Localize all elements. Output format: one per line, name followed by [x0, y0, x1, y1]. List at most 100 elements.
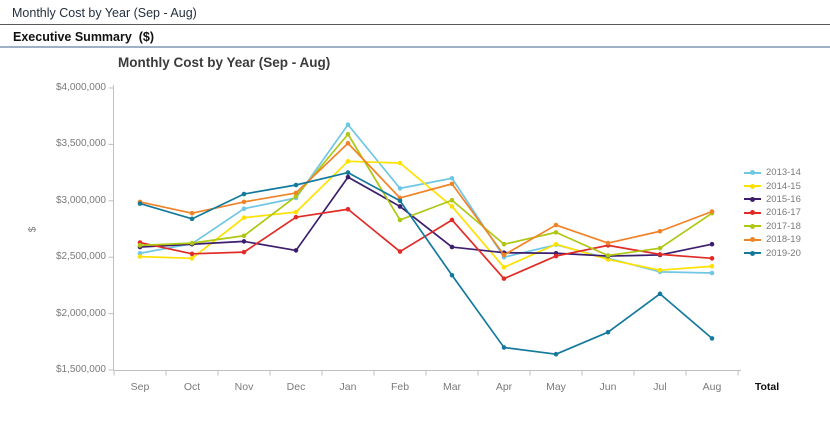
data-point-2019-20-May[interactable] — [553, 351, 559, 357]
data-point-2017-18-Jun[interactable] — [605, 253, 611, 258]
legend-label: 2013-14 — [766, 167, 801, 179]
data-point-2019-20-Nov[interactable] — [241, 191, 247, 197]
data-point-2013-14-Mar[interactable] — [449, 175, 455, 181]
series-2014-15[interactable] — [137, 159, 715, 273]
series-line-2019-20[interactable] — [139, 171, 713, 356]
data-point-2014-15-Oct[interactable] — [189, 256, 195, 261]
data-point-2016-17-Oct[interactable] — [189, 251, 195, 257]
data-point-2014-15-May[interactable] — [553, 241, 559, 247]
data-point-2016-17-Apr[interactable] — [501, 276, 507, 281]
data-point-2018-19-Jul[interactable] — [657, 228, 663, 234]
legend-marker-icon — [744, 249, 761, 257]
series-2019-20[interactable] — [137, 170, 715, 357]
data-point-2015-16-Dec[interactable] — [293, 248, 299, 253]
data-point-2013-14-Jan[interactable] — [345, 122, 351, 127]
data-point-2015-16-Feb[interactable] — [397, 204, 403, 209]
data-point-2018-19-Aug[interactable] — [709, 209, 715, 214]
data-point-2017-18-Apr[interactable] — [501, 241, 507, 247]
data-point-2016-17-Jan[interactable] — [345, 206, 351, 212]
data-point-2016-17-Feb[interactable] — [397, 249, 403, 254]
x-axis-month-label: Sep — [130, 381, 150, 393]
data-point-2017-18-Jan[interactable] — [345, 131, 351, 137]
data-point-2013-14-Feb[interactable] — [397, 186, 403, 191]
data-point-2014-15-Jun[interactable] — [605, 257, 611, 262]
data-point-2018-19-Oct[interactable] — [189, 210, 195, 216]
data-point-2019-20-Oct[interactable] — [189, 216, 195, 222]
legend-label: 2016-17 — [766, 207, 801, 219]
data-point-2013-14-Aug[interactable] — [709, 270, 715, 276]
data-point-2015-16-Mar[interactable] — [449, 244, 455, 250]
series-line-2015-16[interactable] — [139, 176, 713, 257]
data-point-2018-19-Jun[interactable] — [605, 240, 611, 246]
data-point-2017-18-Dec[interactable] — [293, 193, 299, 199]
data-point-2017-18-Feb[interactable] — [397, 217, 403, 223]
data-point-2017-18-Oct[interactable] — [189, 240, 195, 246]
data-point-2014-15-Dec[interactable] — [293, 209, 299, 215]
section-title: Executive Summary ($) — [13, 30, 155, 44]
data-point-2013-14-Nov[interactable] — [241, 206, 247, 211]
data-point-2019-20-Jun[interactable] — [605, 329, 611, 335]
data-point-2015-16-Jan[interactable] — [345, 174, 351, 180]
legend-item-2019-20[interactable]: 2019-20 — [744, 246, 801, 259]
data-point-2016-17-Nov[interactable] — [241, 249, 247, 255]
data-point-2017-18-Sep[interactable] — [137, 243, 143, 248]
data-point-2016-17-Jul[interactable] — [657, 252, 663, 257]
data-point-2014-15-Jul[interactable] — [657, 267, 663, 273]
data-point-2014-15-Nov[interactable] — [241, 215, 247, 221]
data-point-2015-16-Aug[interactable] — [709, 241, 715, 247]
data-point-2018-19-May[interactable] — [553, 222, 559, 228]
legend-label: 2018-19 — [766, 234, 801, 246]
data-point-2019-20-Mar[interactable] — [449, 272, 455, 278]
data-point-2019-20-Feb[interactable] — [397, 198, 403, 204]
report-tab-title[interactable]: Monthly Cost by Year (Sep - Aug) — [12, 6, 197, 20]
data-point-2018-19-Jan[interactable] — [345, 140, 351, 146]
data-point-2017-18-Jul[interactable] — [657, 245, 663, 251]
data-point-2018-19-Dec[interactable] — [293, 190, 299, 196]
data-point-2019-20-Sep[interactable] — [137, 201, 143, 206]
legend-item-2016-17[interactable]: 2016-17 — [744, 206, 801, 219]
y-axis-tick-label: $1,500,000 — [55, 364, 106, 375]
series-line-2013-14[interactable] — [139, 123, 713, 274]
data-point-2014-15-Feb[interactable] — [397, 160, 403, 166]
data-point-2017-18-May[interactable] — [553, 230, 559, 235]
legend-item-2015-16[interactable]: 2015-16 — [744, 193, 801, 206]
data-point-2017-18-Mar[interactable] — [449, 197, 455, 203]
data-point-2018-19-Mar[interactable] — [449, 181, 455, 187]
legend-item-2014-15[interactable]: 2014-15 — [744, 179, 801, 192]
x-axis-month-label: Oct — [183, 381, 201, 393]
series-2016-17[interactable] — [137, 206, 715, 281]
series-2015-16[interactable] — [137, 174, 715, 259]
data-point-2014-15-Mar[interactable] — [449, 204, 455, 209]
data-point-2018-19-Nov[interactable] — [241, 199, 247, 205]
data-point-2019-20-Jul[interactable] — [657, 291, 663, 297]
data-point-2019-20-Jan[interactable] — [345, 170, 351, 175]
data-point-2019-20-Aug[interactable] — [709, 336, 715, 341]
data-point-2016-17-Dec[interactable] — [293, 214, 299, 220]
x-axis-month-label: Aug — [702, 381, 722, 393]
legend-item-2018-19[interactable]: 2018-19 — [744, 233, 801, 246]
data-point-2016-17-Mar[interactable] — [449, 217, 455, 223]
series-line-2017-18[interactable] — [139, 133, 713, 257]
legend-item-2013-14[interactable]: 2013-14 — [744, 166, 801, 179]
data-point-2019-20-Dec[interactable] — [293, 182, 299, 188]
data-point-2014-15-Jan[interactable] — [345, 159, 351, 164]
series-line-2016-17[interactable] — [139, 208, 713, 280]
data-point-2016-17-May[interactable] — [553, 253, 559, 259]
x-axis-month-label: Jul — [653, 381, 667, 393]
data-point-2017-18-Nov[interactable] — [241, 233, 247, 239]
data-point-2016-17-Aug[interactable] — [709, 256, 715, 261]
data-point-2014-15-Apr[interactable] — [501, 265, 507, 270]
series-2017-18[interactable] — [137, 131, 715, 258]
data-point-2019-20-Apr[interactable] — [501, 345, 507, 350]
data-point-2015-16-Nov[interactable] — [241, 239, 247, 244]
data-point-2013-14-Sep[interactable] — [137, 250, 143, 256]
legend-item-2017-18[interactable]: 2017-18 — [744, 220, 801, 233]
series-line-2018-19[interactable] — [139, 142, 713, 256]
data-point-2018-19-Apr[interactable] — [501, 252, 507, 258]
series-line-2014-15[interactable] — [139, 160, 713, 272]
series-2018-19[interactable] — [137, 140, 715, 258]
data-point-2014-15-Sep[interactable] — [137, 254, 143, 259]
data-point-2014-15-Aug[interactable] — [709, 263, 715, 269]
